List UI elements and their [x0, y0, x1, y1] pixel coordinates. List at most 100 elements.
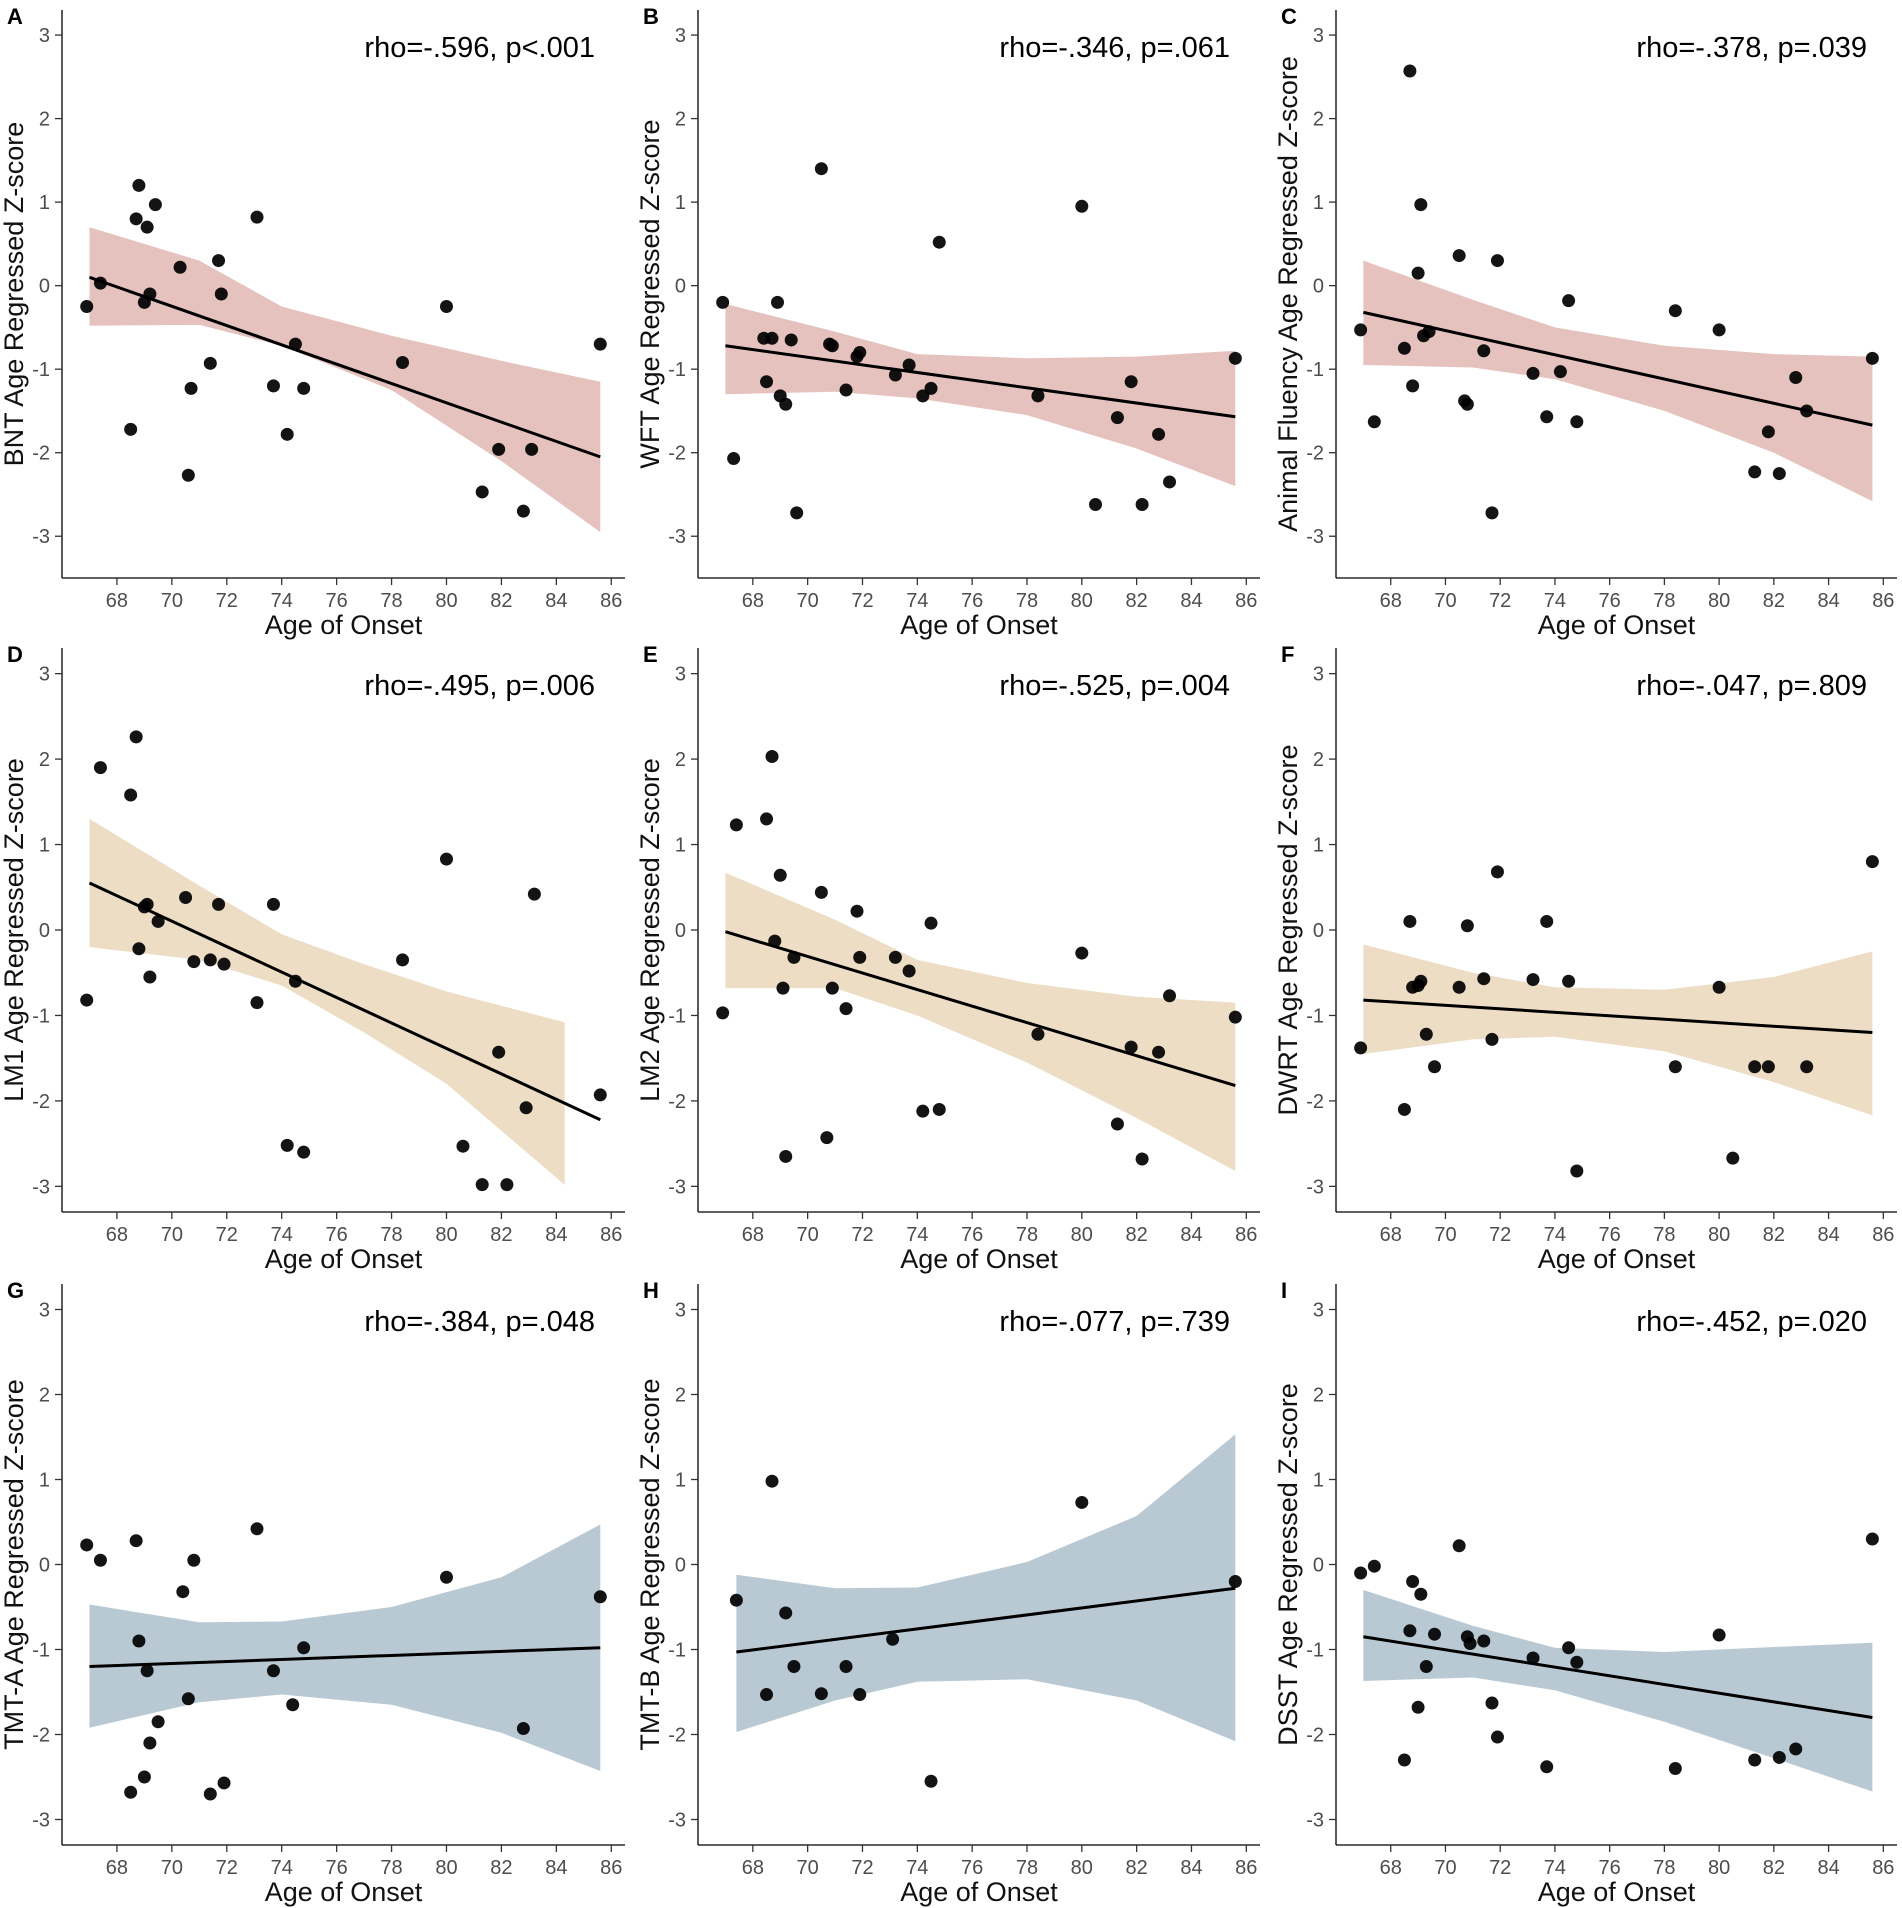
- panel-letter: F: [1281, 642, 1294, 667]
- data-point: [1477, 344, 1491, 358]
- data-point: [1526, 366, 1540, 380]
- data-point: [151, 1715, 165, 1729]
- panel-letter: A: [7, 4, 23, 29]
- data-point: [1354, 1041, 1368, 1055]
- panel-letter: I: [1281, 1278, 1287, 1303]
- data-point: [1075, 946, 1089, 960]
- data-point: [716, 1006, 730, 1020]
- x-tick-label: 74: [271, 590, 293, 612]
- data-point: [1865, 351, 1879, 365]
- data-point: [850, 904, 864, 918]
- y-tick-label: 3: [675, 25, 686, 47]
- y-tick-label: -3: [668, 526, 686, 548]
- x-tick-label: 82: [1126, 590, 1148, 612]
- x-tick-label: 72: [216, 1224, 238, 1246]
- data-point: [1712, 1628, 1726, 1642]
- data-point: [1789, 1742, 1803, 1756]
- regression-line: [88, 275, 601, 459]
- y-tick-label: 2: [39, 109, 50, 131]
- y-tick-label: 1: [675, 192, 686, 214]
- x-tick-label: 76: [961, 590, 983, 612]
- y-tick-label: 1: [675, 1470, 686, 1492]
- y-tick-label: 3: [1313, 1300, 1324, 1322]
- data-point: [1152, 1045, 1166, 1059]
- data-point: [1712, 323, 1726, 337]
- data-point: [1748, 1060, 1762, 1074]
- x-tick-label: 78: [380, 1857, 402, 1879]
- data-point: [250, 1522, 264, 1536]
- data-point: [1490, 254, 1504, 268]
- data-point: [1540, 914, 1554, 928]
- x-tick-label: 80: [435, 1224, 457, 1246]
- confidence-band: [89, 1524, 601, 1771]
- data-point: [1403, 64, 1417, 78]
- y-tick-label: -3: [668, 1176, 686, 1198]
- y-tick-label: 1: [39, 192, 50, 214]
- data-point: [1110, 1117, 1124, 1131]
- data-point: [129, 730, 143, 744]
- y-axis-title: DWRT Age Regressed Z-score: [1273, 744, 1303, 1115]
- data-point: [1452, 980, 1466, 994]
- y-tick-label: -1: [1306, 359, 1324, 381]
- x-tick-label: 78: [380, 590, 402, 612]
- panel-letter: D: [7, 642, 23, 667]
- data-point: [1031, 1027, 1045, 1041]
- data-point: [140, 897, 154, 911]
- x-tick-label: 86: [600, 590, 622, 612]
- y-tick-label: -2: [668, 1091, 686, 1113]
- data-point: [179, 891, 193, 905]
- x-tick-label: 74: [1544, 590, 1566, 612]
- correlation-label: rho=-.596, p<.001: [364, 32, 595, 64]
- data-point: [1463, 1637, 1477, 1651]
- data-point: [500, 1178, 514, 1192]
- x-tick-label: 84: [1180, 1224, 1202, 1246]
- panel-i: 68 70 72 74 76 78 80 82 84 86 -3 -2 -1 0 1 2 3 Age of Ons…: [1273, 1278, 1897, 1907]
- data-point: [1403, 1624, 1417, 1638]
- x-tick-label: 80: [1071, 1857, 1093, 1879]
- data-point: [1800, 1060, 1814, 1074]
- data-point: [176, 1585, 190, 1599]
- data-point: [886, 1632, 900, 1646]
- x-tick-label: 72: [1489, 590, 1511, 612]
- data-point: [492, 442, 506, 456]
- data-point: [124, 788, 138, 802]
- confidence-band: [89, 818, 565, 1185]
- data-point: [1789, 371, 1803, 385]
- data-point: [266, 897, 280, 911]
- x-tick-label: 76: [1599, 590, 1621, 612]
- data-point: [475, 1178, 489, 1192]
- correlation-label: rho=-.047, p=.809: [1636, 670, 1867, 702]
- data-point: [129, 1534, 143, 1548]
- data-point: [1031, 389, 1045, 403]
- x-tick-label: 84: [1180, 590, 1202, 612]
- data-point: [132, 942, 146, 956]
- data-point: [217, 957, 231, 971]
- x-tick-label: 80: [1071, 590, 1093, 612]
- data-point: [888, 368, 902, 382]
- data-point: [902, 358, 916, 372]
- x-tick-label: 82: [1126, 1224, 1148, 1246]
- data-point: [1354, 323, 1368, 337]
- data-point: [80, 1538, 94, 1552]
- x-tick-label: 74: [906, 1857, 928, 1879]
- y-axis-title: TMT-A Age Regressed Z-score: [0, 1379, 29, 1750]
- data-point: [916, 1104, 930, 1118]
- data-point: [1761, 425, 1775, 439]
- data-point: [593, 337, 607, 351]
- data-point: [779, 1149, 793, 1163]
- data-point: [1228, 351, 1242, 365]
- data-point: [203, 356, 217, 370]
- y-tick-label: -2: [32, 443, 50, 465]
- data-point: [1428, 1627, 1442, 1641]
- data-point: [1748, 465, 1762, 479]
- data-point: [765, 750, 779, 764]
- data-point: [1485, 1696, 1499, 1710]
- data-point: [129, 212, 143, 226]
- y-tick-label: 2: [1313, 1385, 1324, 1407]
- data-point: [492, 1045, 506, 1059]
- data-point: [184, 381, 198, 395]
- data-point: [593, 1088, 607, 1102]
- x-tick-label: 68: [1380, 1224, 1402, 1246]
- data-point: [1422, 325, 1436, 339]
- y-tick-label: -1: [32, 1640, 50, 1662]
